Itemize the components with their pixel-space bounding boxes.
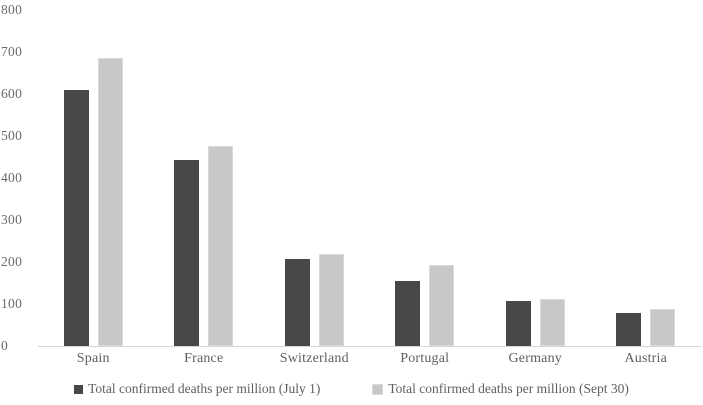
legend: Total confirmed deaths per million (July… — [0, 381, 703, 397]
bar-switzerland-series-0 — [284, 259, 310, 346]
bar-group — [149, 10, 260, 346]
bar-group — [38, 10, 149, 346]
bar-switzerland-series-1 — [318, 254, 344, 346]
category-label: Austria — [624, 351, 668, 366]
legend-label: Total confirmed deaths per million (July… — [88, 381, 321, 396]
bar-portugal-series-0 — [395, 281, 421, 346]
bar-germany-series-0 — [505, 301, 531, 346]
category-label: Germany — [508, 351, 562, 366]
y-tick-label: 700 — [1, 44, 23, 59]
legend-item: Total confirmed deaths per million (July… — [74, 381, 320, 397]
bar-group — [480, 10, 591, 346]
y-tick-label: 300 — [1, 212, 23, 227]
x-axis-line — [38, 346, 701, 347]
plot-area — [38, 10, 701, 347]
y-tick-label: 400 — [1, 170, 23, 185]
bar-group — [370, 10, 481, 346]
bar-group — [259, 10, 370, 346]
y-tick-label: 800 — [1, 2, 23, 17]
category-label: France — [184, 351, 224, 366]
y-tick-label: 500 — [1, 128, 23, 143]
bar-austria-series-1 — [650, 309, 676, 346]
category-labels: Spain France Switzerland Portugal Germany Aus… — [38, 351, 701, 367]
category-label: Switzerland — [279, 351, 349, 366]
y-tick-label: 200 — [1, 254, 23, 269]
y-axis: 0 100 200 300 400 500 600 700 800 — [0, 2, 32, 353]
y-tick-label: 0 — [1, 338, 9, 353]
legend-marker-icon — [372, 383, 384, 395]
category-label: Spain — [76, 351, 110, 366]
bar-germany-series-1 — [539, 299, 565, 346]
bar-groups — [38, 10, 701, 346]
bar-france-series-1 — [208, 146, 234, 346]
bar-france-series-0 — [174, 160, 200, 346]
category-label: Portugal — [400, 351, 450, 366]
bar-spain-series-1 — [97, 58, 123, 346]
legend-marker-icon — [74, 384, 84, 394]
y-tick-label: 100 — [1, 296, 23, 311]
legend-item: Total confirmed deaths per million (Sept… — [372, 381, 629, 397]
bar-spain-series-0 — [63, 90, 89, 346]
legend-label: Total confirmed deaths per million (Sept… — [388, 381, 629, 396]
y-tick-label: 600 — [1, 86, 23, 101]
bar-group — [591, 10, 702, 346]
bar-portugal-series-1 — [429, 265, 455, 346]
bar-austria-series-0 — [616, 313, 642, 346]
